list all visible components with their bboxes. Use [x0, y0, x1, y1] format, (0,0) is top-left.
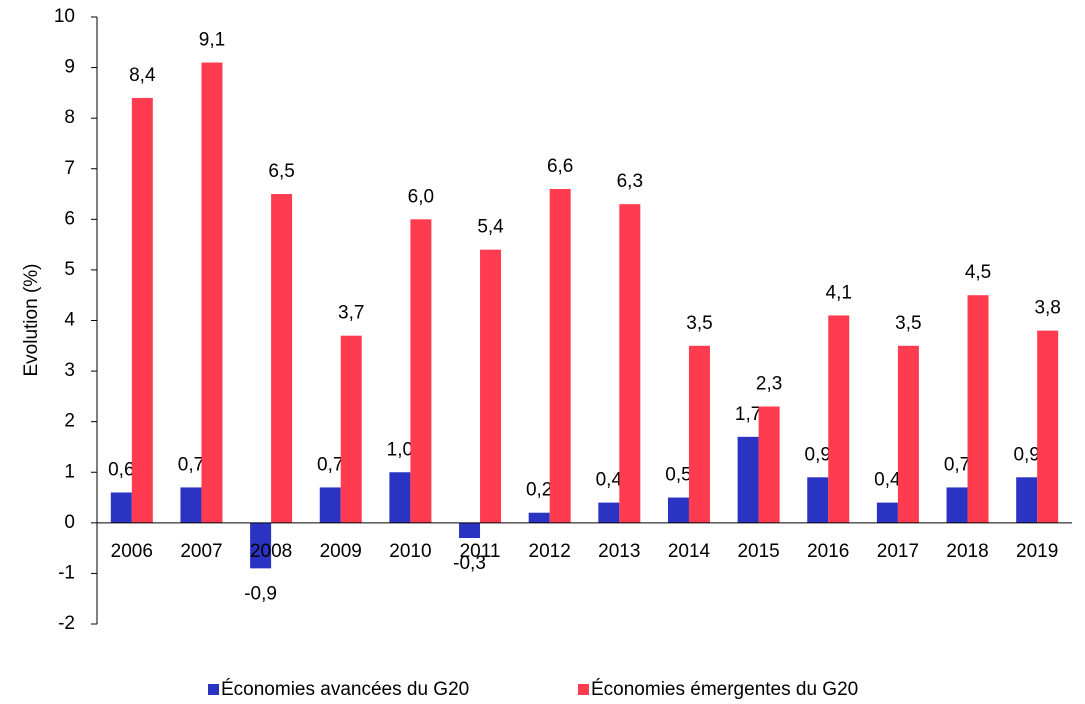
data-label: 3,7 [338, 303, 364, 324]
bar [480, 249, 502, 523]
y-tick-label: 6 [64, 208, 75, 229]
data-label: 1,0 [387, 439, 413, 460]
y-tick-label: 3 [64, 360, 75, 381]
x-tick-label: 2008 [250, 541, 292, 562]
bar [828, 315, 850, 523]
data-label: 1,7 [735, 404, 761, 425]
x-tick-label: 2007 [180, 541, 222, 562]
y-axis-label: Evolution (%) [21, 264, 42, 377]
bar [180, 487, 202, 523]
bar [619, 204, 641, 523]
bar [876, 502, 898, 523]
y-tick-label: 9 [64, 57, 75, 78]
data-label: -0,3 [453, 553, 486, 574]
x-tick-label: 2017 [877, 541, 919, 562]
data-label: 3,5 [895, 313, 921, 334]
bar [271, 194, 293, 523]
bar [131, 97, 153, 523]
data-label: 0,4 [596, 470, 623, 491]
legend-label: Économies avancées du G20 [221, 679, 469, 700]
bar [1037, 330, 1059, 523]
bar [201, 62, 223, 523]
x-tick-label: 2014 [668, 541, 711, 562]
bar [967, 295, 989, 523]
data-label: 0,7 [317, 454, 343, 475]
data-label: 8,4 [129, 65, 156, 86]
data-label: 4,5 [965, 262, 991, 283]
data-label: 0,9 [805, 444, 831, 465]
data-label: 4,1 [826, 282, 852, 303]
y-tick-label: 1 [64, 461, 75, 482]
x-tick-label: 2018 [946, 541, 988, 562]
data-label: 0,7 [944, 454, 970, 475]
bar [319, 487, 341, 523]
x-tick-label: 2011 [460, 541, 501, 562]
bar [807, 477, 829, 523]
bar [758, 406, 780, 523]
legend-label: Économies émergentes du G20 [591, 679, 858, 700]
y-tick-label: 8 [64, 107, 75, 128]
y-tick-label: 7 [64, 158, 75, 179]
data-label: 3,5 [686, 313, 712, 334]
data-label: 6,5 [268, 161, 294, 182]
y-tick-label: 10 [54, 6, 75, 27]
bar [110, 492, 132, 523]
legend-swatch [208, 684, 219, 695]
data-label: 6,6 [547, 156, 573, 177]
data-label: 0,2 [526, 480, 552, 501]
y-tick-label: 4 [64, 310, 75, 331]
data-label: 5,4 [477, 217, 504, 238]
x-tick-label: 2006 [111, 541, 153, 562]
data-label: 0,4 [874, 470, 901, 491]
bar [340, 335, 362, 523]
bar [410, 219, 432, 523]
x-tick-label: 2019 [1016, 541, 1058, 562]
bar [667, 497, 689, 523]
bar [250, 522, 272, 569]
bar [1016, 477, 1038, 523]
data-label: 0,5 [665, 465, 691, 486]
y-tick-label: 2 [64, 411, 75, 432]
x-tick-label: 2010 [389, 541, 431, 562]
x-tick-label: 2016 [807, 541, 849, 562]
y-tick-label: 0 [64, 512, 75, 533]
data-label: 0,9 [1013, 444, 1039, 465]
bar [737, 436, 759, 523]
data-label: -0,9 [244, 583, 277, 604]
data-label: 0,7 [178, 454, 204, 475]
y-tick-label: 5 [64, 259, 75, 280]
data-label: 6,0 [408, 186, 434, 207]
x-tick-label: 2015 [737, 541, 779, 562]
bar [897, 345, 919, 523]
data-label: 3,8 [1034, 298, 1060, 319]
y-tick-label: -1 [58, 562, 75, 583]
x-tick-label: 2009 [320, 541, 362, 562]
data-label: 0,6 [108, 459, 134, 480]
data-label: 6,3 [617, 171, 643, 192]
x-tick-label: 2012 [529, 541, 571, 562]
data-label: 9,1 [199, 30, 225, 51]
x-tick-label: 2013 [598, 541, 640, 562]
bar [598, 502, 620, 523]
bar [459, 522, 481, 539]
bar [688, 345, 710, 523]
bar [389, 472, 411, 523]
bar [946, 487, 968, 523]
legend-swatch [578, 684, 589, 695]
bar [549, 188, 571, 523]
data-label: 2,3 [756, 374, 782, 395]
bar [528, 512, 550, 523]
y-tick-label: -2 [58, 613, 75, 634]
